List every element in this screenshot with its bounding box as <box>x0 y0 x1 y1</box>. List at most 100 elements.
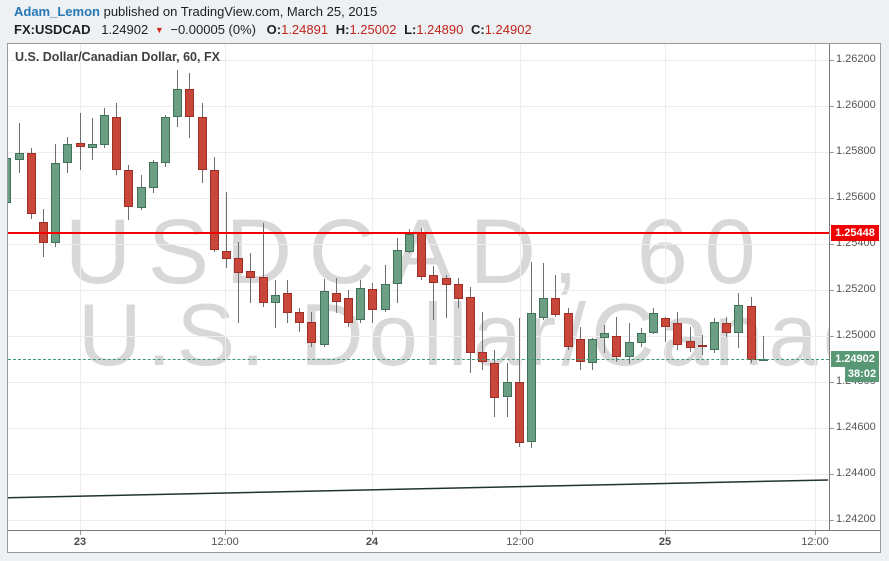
resistance-price-label: 1.25448 <box>831 224 879 241</box>
candle <box>270 295 280 304</box>
publish-text: published on TradingView.com, March 25, … <box>103 4 378 19</box>
time-axis-label: 23 <box>73 536 87 548</box>
candle <box>661 318 671 328</box>
candle-wick <box>79 112 81 170</box>
low-label: L: <box>404 22 417 37</box>
candle <box>697 344 707 347</box>
price-axis-label: 1.24200 <box>836 513 876 525</box>
candle <box>685 341 695 348</box>
candle <box>612 336 622 357</box>
low-value: 1.24890 <box>416 22 464 37</box>
time-gridline <box>520 44 521 530</box>
price-axis-label: 1.25000 <box>836 329 876 341</box>
price-axis-label: 1.26000 <box>836 99 876 111</box>
candle <box>478 352 488 362</box>
candle-wick <box>482 312 484 371</box>
change-value: −0.00005 (0%) <box>170 22 257 37</box>
close-value: 1.24902 <box>484 22 532 37</box>
candle <box>99 114 109 146</box>
candle-wick <box>543 263 545 320</box>
time-axis[interactable]: 23 12:00 24 12:00 25 12:00 <box>8 530 880 552</box>
open-value: 1.24891 <box>281 22 329 37</box>
price-tick <box>830 106 834 107</box>
candle <box>282 292 292 313</box>
candle-wick <box>250 252 252 304</box>
plot-area[interactable]: USDCAD, 60 U.S. Dollar/Canadian Dollar U… <box>8 44 829 530</box>
author-link[interactable]: Adam_Lemon <box>14 4 100 19</box>
candle-wick <box>225 192 227 268</box>
candle <box>343 298 353 323</box>
candle <box>734 304 744 333</box>
candle <box>563 313 573 348</box>
quote-line: FX:USDCAD 1.24902 ▼ −0.00005 (0%) O:1.24… <box>14 21 884 39</box>
time-tick <box>665 531 666 535</box>
price-tick <box>830 336 834 337</box>
candle <box>26 152 36 215</box>
publish-line: Adam_Lemon published on TradingView.com,… <box>14 3 884 21</box>
candle <box>624 341 634 357</box>
candle <box>331 292 341 302</box>
trendline[interactable] <box>8 44 829 530</box>
time-gridline <box>665 44 666 530</box>
price-tick <box>830 520 834 521</box>
price-gridline <box>8 382 829 383</box>
high-value: 1.25002 <box>349 22 397 37</box>
time-tick <box>815 531 816 535</box>
high-label: H: <box>335 22 350 37</box>
candle <box>551 298 561 316</box>
close-label: C: <box>470 22 485 37</box>
candle-wick <box>91 117 93 161</box>
candle <box>87 143 97 149</box>
resistance-line[interactable] <box>8 231 829 234</box>
candle <box>112 117 122 170</box>
time-gridline <box>80 44 81 530</box>
candle <box>380 284 390 310</box>
price-axis[interactable]: 1.25448 1.24902 38:02 1.26200 1.26000 1.25… <box>829 44 880 530</box>
price-axis-label: 1.26200 <box>836 53 876 65</box>
candle <box>636 333 646 343</box>
candle <box>709 321 719 351</box>
last-price: 1.24902 <box>101 22 149 37</box>
price-tick <box>830 290 834 291</box>
candle <box>148 161 158 189</box>
price-gridline <box>8 198 829 199</box>
candle <box>600 333 610 339</box>
watermark-description: U.S. Dollar/Canadian Dollar <box>78 285 829 384</box>
candle <box>722 322 732 333</box>
candle <box>575 338 585 362</box>
candle <box>368 289 378 310</box>
price-gridline <box>8 152 829 153</box>
price-gridline <box>8 520 829 521</box>
down-triangle-icon: ▼ <box>154 25 164 35</box>
candle <box>8 157 12 204</box>
price-gridline <box>8 428 829 429</box>
current-price-label: 1.24902 <box>831 350 879 367</box>
price-gridline <box>8 290 829 291</box>
price-tick <box>830 474 834 475</box>
price-tick <box>830 198 834 199</box>
time-tick <box>225 531 226 535</box>
candle <box>14 152 24 161</box>
candle <box>258 276 268 304</box>
candle <box>356 287 366 320</box>
price-tick <box>830 60 834 61</box>
candle-wick <box>238 241 240 323</box>
candle <box>51 163 61 244</box>
candle-wick <box>445 275 447 319</box>
candle <box>673 322 683 345</box>
candle <box>173 88 183 118</box>
time-axis-label: 12:00 <box>801 536 829 548</box>
candle <box>63 143 73 164</box>
price-tick <box>830 244 834 245</box>
symbol-label: FX:USDCAD <box>14 22 91 37</box>
price-gridline <box>8 336 829 337</box>
price-axis-label: 1.24600 <box>836 421 876 433</box>
time-axis-label: 12:00 <box>211 536 239 548</box>
candle-wick <box>262 223 264 307</box>
time-tick <box>80 531 81 535</box>
candle <box>539 298 549 319</box>
candle <box>441 278 451 285</box>
candle <box>587 338 597 363</box>
price-gridline <box>8 474 829 475</box>
